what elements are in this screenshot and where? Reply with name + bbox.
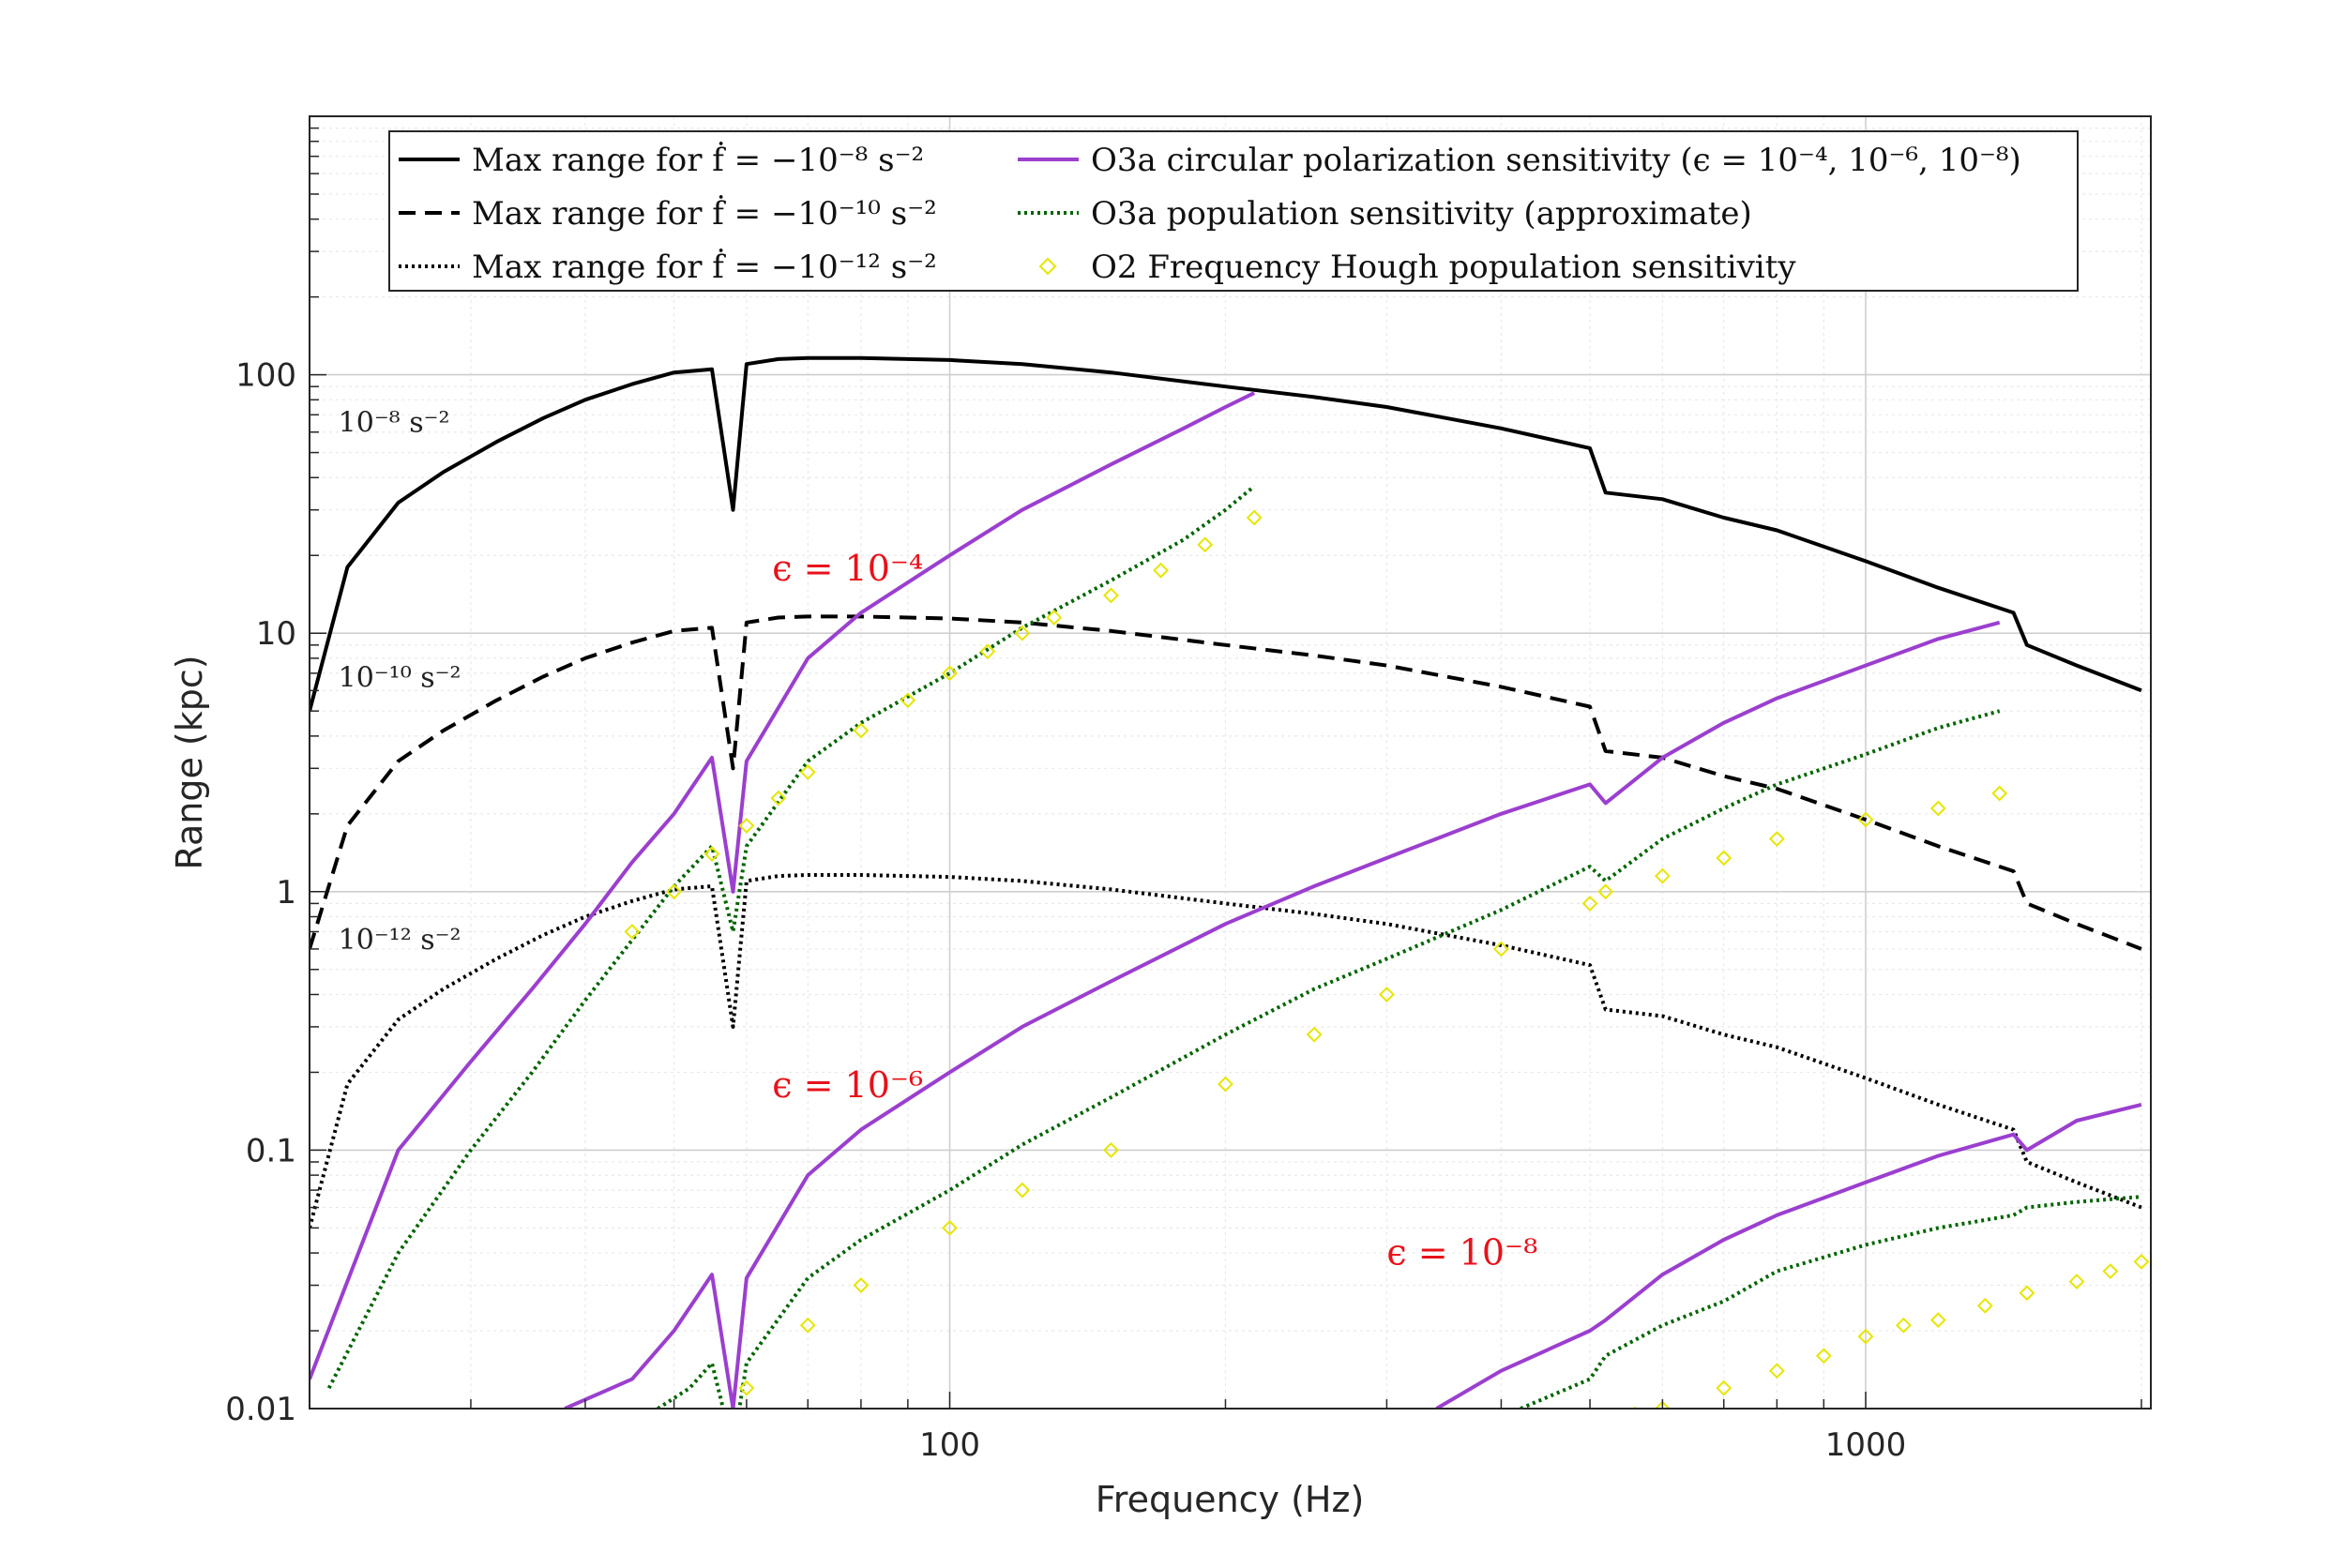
o2-hough-point (1306, 1026, 1323, 1043)
legend-label: O3a circular polarization sensitivity (ϵ… (1091, 142, 2021, 179)
o2-hough-point (853, 1277, 870, 1293)
o2-hough-point (2102, 1263, 2119, 1279)
y-tick-label: 100 (235, 357, 296, 395)
o2-hough-point (979, 643, 996, 660)
fdot-annotation: 10⁻¹⁰ s⁻² (339, 661, 461, 694)
legend-entry: O3a population sensitivity (approximate) (1018, 195, 1752, 233)
legend-entry: Max range for ḟ = −10⁻¹² s⁻² (399, 249, 937, 286)
o2-hough-point (1632, 1406, 1638, 1409)
o2-hough-point (1246, 509, 1263, 526)
y-tick-label: 1 (276, 874, 296, 912)
o2-hough-point (770, 790, 787, 807)
o2-hough-point (1153, 562, 1169, 579)
o2-hough-point (1654, 867, 1671, 884)
o2-hough-point (1895, 1317, 1912, 1334)
o2-hough-point (1597, 883, 1614, 900)
o2-hough-point (1583, 1414, 1596, 1427)
series-2-line (310, 873, 2142, 1229)
legend-entry: Max range for ḟ = −10⁻¹⁰ s⁻² (399, 195, 937, 233)
series-11-o2-hough-markers (1583, 1253, 2150, 1427)
series-1-line (310, 614, 2142, 951)
o2-hough-point (1815, 1348, 1832, 1364)
o2-hough-point (1103, 1141, 1119, 1158)
legend-label: Max range for ḟ = −10⁻¹² s⁻² (472, 249, 937, 286)
plot-area-frame (309, 115, 2152, 1410)
o2-hough-point (1857, 811, 1874, 828)
o2-hough-point (1046, 610, 1063, 626)
o2-hough-point (799, 1317, 816, 1334)
o2-hough-point (1768, 831, 1785, 847)
legend-entry: O2 Frequency Hough population sensitivit… (1038, 249, 1796, 286)
legend: Max range for ḟ = −10⁻⁸ s⁻² Max range for… (388, 130, 2079, 292)
o2-hough-point (1654, 1400, 1671, 1409)
o2-hough-point (1014, 1182, 1031, 1199)
o2-hough-point (1197, 536, 1214, 553)
o2-hough-point (1379, 987, 1395, 1003)
o2-hough-point (666, 883, 682, 900)
o2-hough-point (1581, 895, 1598, 912)
o2-hough-point (942, 1219, 958, 1236)
o2-hough-point (1929, 800, 1946, 817)
legend-label: Max range for ḟ = −10⁻⁸ s⁻² (472, 142, 924, 179)
legend-label: O3a population sensitivity (approximate) (1091, 195, 1752, 233)
fdot-annotation: 10⁻¹² s⁻² (339, 924, 461, 957)
x-axis-label: Frequency (Hz) (1096, 1479, 1365, 1520)
series-10-o2-hough-markers (738, 785, 2008, 1396)
epsilon-annotation: ϵ = 10⁻⁸ (1386, 1232, 1537, 1274)
series-5-line (1435, 1102, 2142, 1409)
o2-hough-point (738, 1380, 755, 1396)
x-tick-label: 100 (919, 1426, 980, 1464)
series-8-line (1520, 1195, 2142, 1409)
series-9-o2-hough-markers (624, 509, 1263, 940)
legend-label: Max range for ḟ = −10⁻¹⁰ s⁻² (472, 195, 937, 233)
o2-hough-point (1493, 941, 1509, 957)
o2-hough-point (942, 665, 958, 682)
o2-hough-point (1716, 850, 1732, 867)
y-tick-label: 0.1 (246, 1132, 296, 1169)
legend-entry: Max range for ḟ = −10⁻⁸ s⁻² (399, 142, 924, 179)
o2-hough-point (1991, 785, 2008, 802)
o2-hough-point (900, 692, 916, 709)
o2-hough-point (2068, 1274, 2085, 1289)
o2-hough-point (1103, 587, 1119, 604)
o2-hough-point (1976, 1297, 1993, 1314)
o2-hough-point (1014, 625, 1031, 641)
grid (309, 115, 2151, 1410)
x-tick-label: 1000 (1825, 1426, 1907, 1464)
epsilon-annotation: ϵ = 10⁻⁶ (772, 1064, 923, 1106)
o2-hough-point (1929, 1312, 1946, 1329)
o2-hough-point (853, 722, 870, 739)
legend-swatch (1038, 257, 1057, 276)
series-0-line (310, 355, 2142, 712)
o2-hough-point (704, 846, 720, 862)
legend-box (388, 130, 2079, 292)
legend-entry: O3a circular polarization sensitivity (ϵ… (1018, 142, 2021, 179)
y-axis-label: Range (kpc) (169, 655, 210, 869)
o2-hough-point (2019, 1285, 2035, 1302)
series-4-line (564, 620, 2001, 1409)
o2-hough-point (1768, 1363, 1785, 1380)
o2-hough-point (1857, 1328, 1874, 1345)
series-7-line (657, 709, 2001, 1409)
axis-ticks: 100 1000 0.01 0.1 1 10 100 (225, 127, 2142, 1464)
y-tick-label: 10 (256, 615, 296, 653)
fdot-annotation: 10⁻⁸ s⁻² (339, 407, 450, 440)
legend-label: O2 Frequency Hough population sensitivit… (1091, 249, 1796, 286)
o2-hough-point (1716, 1380, 1732, 1396)
annotations: 10⁻⁸ s⁻² 10⁻¹⁰ s⁻² 10⁻¹² s⁻² ϵ = 10⁻⁴ ϵ = 10… (339, 407, 1538, 1274)
series-layer (310, 355, 2150, 1427)
o2-hough-point (738, 818, 755, 834)
o2-hough-point (1218, 1076, 1233, 1093)
epsilon-annotation: ϵ = 10⁻⁴ (772, 548, 923, 589)
o2-hough-point (2133, 1253, 2150, 1270)
o2-hough-point (799, 763, 816, 780)
y-tick-label: 0.01 (225, 1391, 296, 1428)
o2-hough-point (624, 924, 641, 940)
